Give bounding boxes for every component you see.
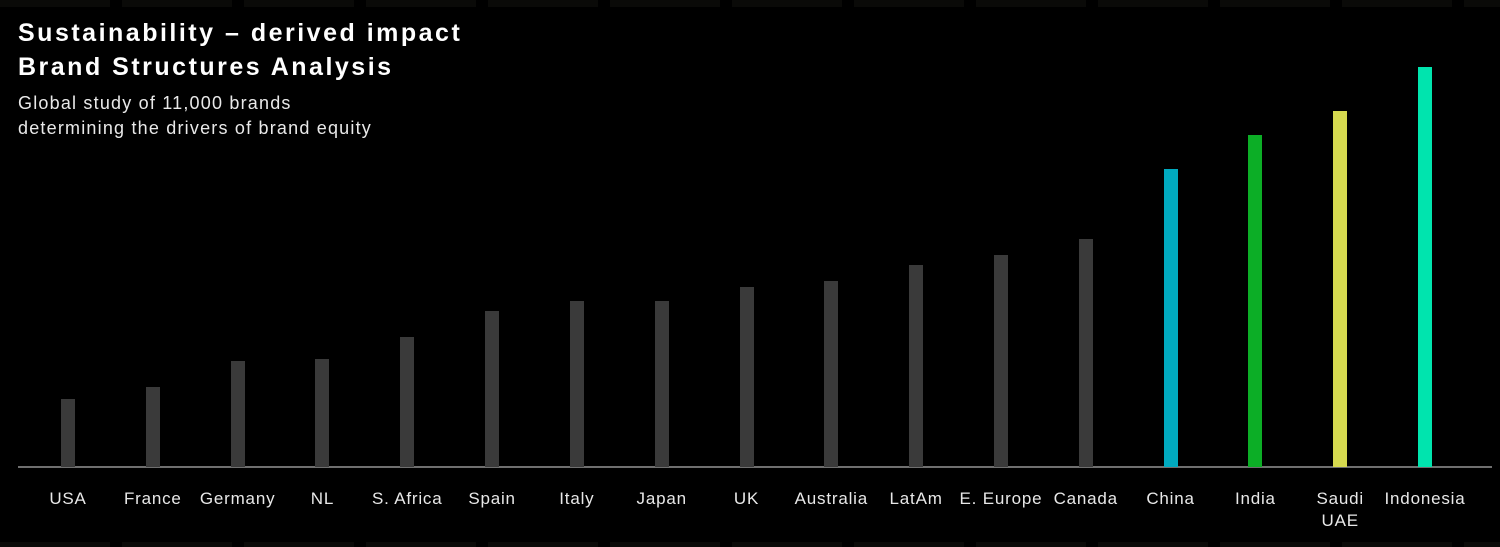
bar-saudi-uae xyxy=(1333,111,1348,467)
header: Sustainability – derived impact Brand St… xyxy=(18,16,462,141)
bar-indonesia xyxy=(1418,67,1432,467)
bar-nl xyxy=(315,359,330,467)
x-axis-label-germany: Germany xyxy=(199,489,276,508)
x-axis-label-e-europe: E. Europe xyxy=(959,489,1043,508)
x-axis-label-s-africa: S. Africa xyxy=(371,489,443,508)
x-axis-label-italy: Italy xyxy=(559,489,595,508)
page-title-line-1: Sustainability – derived impact xyxy=(18,19,463,47)
x-axis-label-australia: Australia xyxy=(794,489,868,508)
bar-italy xyxy=(569,301,584,467)
top-cropped-row xyxy=(0,0,1500,7)
bar-usa xyxy=(61,399,75,467)
x-axis-label-indonesia: Indonesia xyxy=(1384,489,1466,508)
x-axis-label-spain: Spain xyxy=(468,489,516,508)
bar-latam xyxy=(909,265,924,467)
bottom-cropped-row xyxy=(0,542,1500,547)
x-axis-label-usa: USA xyxy=(49,489,87,508)
bar-france xyxy=(145,387,160,467)
x-axis-label-latam: LatAm xyxy=(889,489,943,508)
subtitle-line-2: determining the drivers of brand equity xyxy=(18,118,372,138)
subtitle-line-1: Global study of 11,000 brands xyxy=(18,93,292,113)
page-title-line-2: Brand Structures Analysis xyxy=(18,53,394,81)
x-axis-line xyxy=(18,466,1492,468)
bar-germany xyxy=(230,361,245,467)
x-axis-label-uk: UK xyxy=(733,489,760,508)
x-axis-label-china: China xyxy=(1146,489,1195,508)
x-axis-label-canada: Canada xyxy=(1053,489,1118,508)
bar-japan xyxy=(654,301,669,467)
subtitle: Global study of 11,000 brands determinin… xyxy=(18,91,462,141)
bar-china xyxy=(1163,169,1178,467)
bar-canada xyxy=(1078,239,1093,467)
x-axis-label-nl: NL xyxy=(310,489,335,508)
x-axis-label-india: India xyxy=(1234,489,1276,508)
bar-australia xyxy=(824,281,839,467)
bar-spain xyxy=(485,311,500,467)
x-axis-label-japan: Japan xyxy=(636,489,687,508)
bar-india xyxy=(1248,135,1263,467)
x-axis-label-france: France xyxy=(123,489,182,508)
bar-e-europe xyxy=(993,255,1008,467)
x-axis-label-saudi-uae: Saudi UAE xyxy=(1316,489,1364,530)
bar-uk xyxy=(739,287,754,467)
bar-s-africa xyxy=(400,337,415,467)
